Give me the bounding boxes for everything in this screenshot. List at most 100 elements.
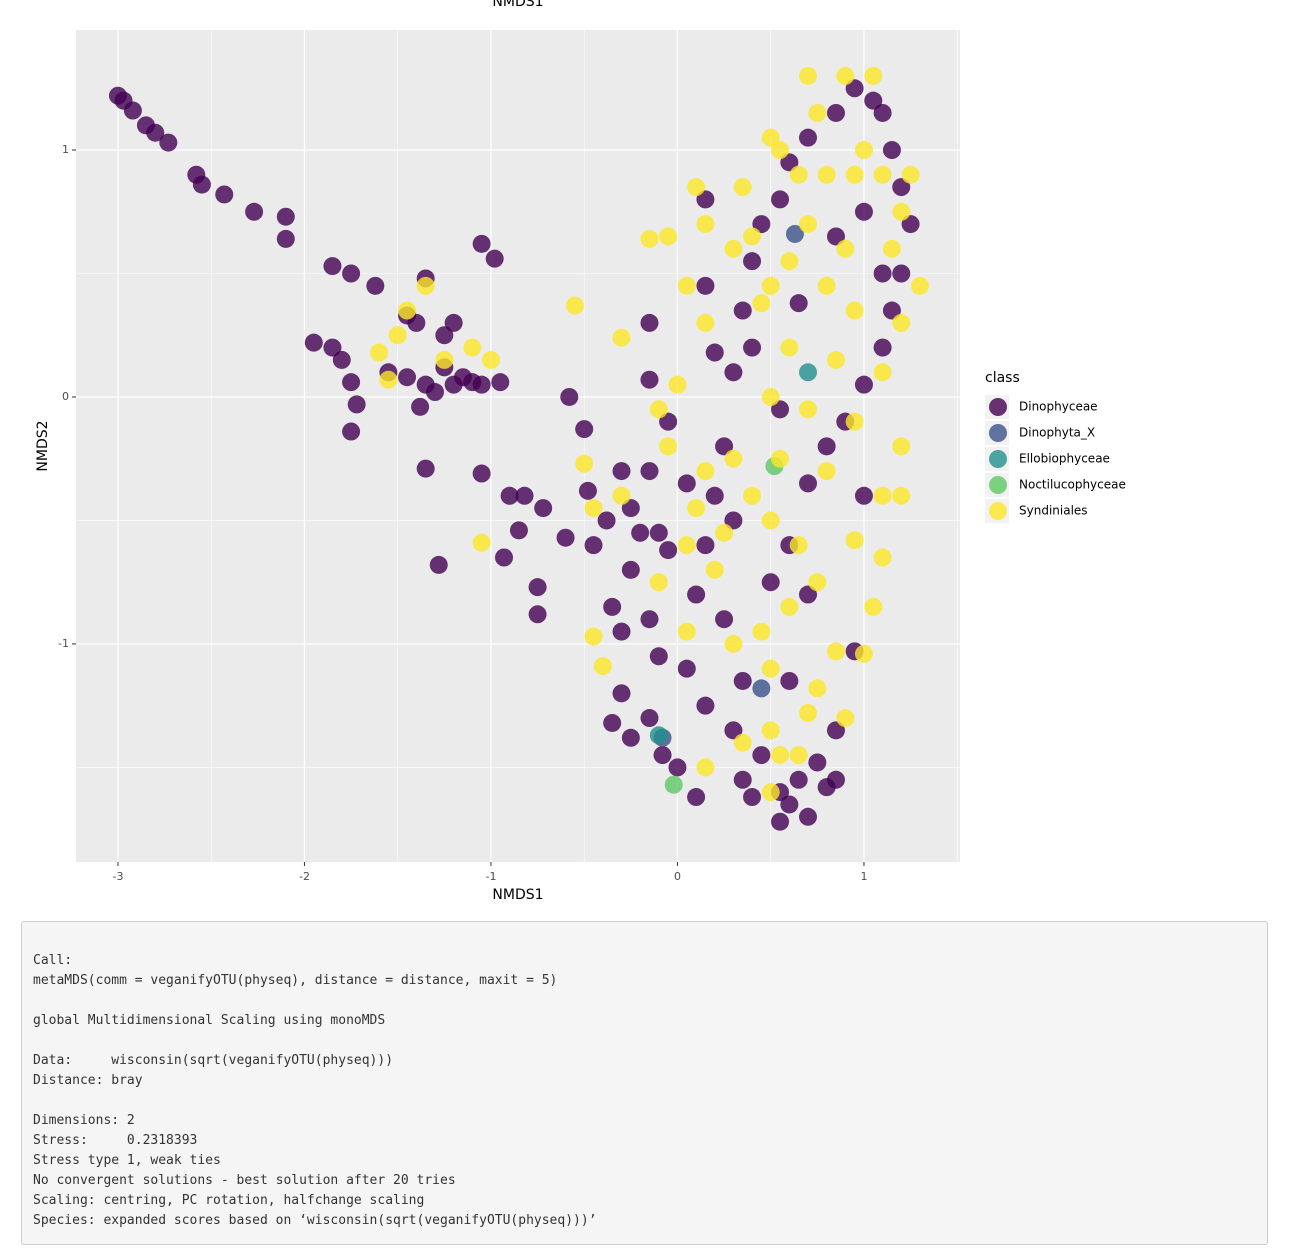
point (771, 141, 790, 160)
x-axis-label: NMDS1 (492, 887, 543, 903)
point (882, 239, 901, 258)
point (123, 101, 142, 120)
point (873, 486, 892, 505)
point (509, 521, 528, 540)
point (799, 66, 818, 85)
point (743, 788, 762, 807)
legend-label: Noctilucophyceae (1019, 478, 1126, 492)
point (612, 486, 631, 505)
point (687, 499, 706, 518)
point (817, 462, 836, 481)
point (416, 276, 435, 295)
x-tick-label: 1 (860, 870, 867, 883)
point (752, 746, 771, 765)
point (528, 578, 547, 597)
point (799, 807, 818, 826)
point (780, 153, 799, 172)
point (817, 276, 836, 295)
point (724, 239, 743, 258)
point (761, 511, 780, 530)
point (612, 328, 631, 347)
point (659, 412, 678, 431)
point (836, 66, 855, 85)
point (873, 264, 892, 283)
point (621, 560, 640, 579)
point (854, 644, 873, 663)
point (892, 202, 911, 221)
y-tick-label: -1 (58, 637, 69, 650)
point (398, 368, 417, 387)
point (435, 326, 454, 345)
point (649, 573, 668, 592)
point (873, 165, 892, 184)
legend-key (989, 476, 1007, 494)
point (743, 338, 762, 357)
point (761, 387, 780, 406)
point (696, 462, 715, 481)
point (901, 215, 920, 234)
point (649, 726, 668, 745)
legend-label: Ellobiophyceae (1019, 452, 1110, 466)
point (584, 627, 603, 646)
point (761, 783, 780, 802)
output-line: metaMDS(comm = veganifyOTU(physeq), dist… (33, 973, 558, 988)
output-line: Species: expanded scores based on ‘wisco… (33, 1213, 597, 1228)
point (724, 721, 743, 740)
point (481, 350, 500, 369)
point (882, 301, 901, 320)
point (780, 597, 799, 616)
point (640, 229, 659, 248)
point (668, 758, 687, 777)
point (715, 523, 734, 542)
point (696, 215, 715, 234)
point (649, 647, 668, 666)
point (659, 541, 678, 560)
point (472, 234, 491, 253)
point (771, 746, 790, 765)
point (495, 548, 514, 567)
point (659, 437, 678, 456)
legend-label: Syndiniales (1019, 504, 1088, 518)
point (560, 387, 579, 406)
point (649, 400, 668, 419)
point (799, 704, 818, 723)
point (752, 294, 771, 313)
point (817, 165, 836, 184)
point (882, 141, 901, 160)
plot-panel (76, 30, 960, 862)
point (752, 679, 771, 698)
point (743, 252, 762, 271)
point (808, 679, 827, 698)
legend-key (989, 502, 1007, 520)
point (664, 775, 683, 794)
point (724, 363, 743, 382)
point (603, 597, 622, 616)
output-line: global Multidimensional Scaling using mo… (33, 1013, 386, 1028)
x-tick-label: -2 (299, 870, 310, 883)
point (621, 499, 640, 518)
legend-key (989, 424, 1007, 442)
point (845, 301, 864, 320)
point (379, 370, 398, 389)
point (733, 733, 752, 752)
point (491, 373, 510, 392)
point (901, 165, 920, 184)
point (640, 370, 659, 389)
point (910, 276, 929, 295)
point (715, 610, 734, 629)
output-line: Call: (33, 953, 73, 968)
point (649, 523, 668, 542)
point (463, 338, 482, 357)
point (724, 449, 743, 468)
point (668, 375, 687, 394)
point (500, 486, 519, 505)
legend-key (989, 398, 1007, 416)
point (808, 753, 827, 772)
point (276, 207, 295, 226)
point (845, 531, 864, 550)
point (799, 400, 818, 419)
y-tick-label: 0 (62, 390, 69, 403)
point (854, 202, 873, 221)
point (612, 462, 631, 481)
